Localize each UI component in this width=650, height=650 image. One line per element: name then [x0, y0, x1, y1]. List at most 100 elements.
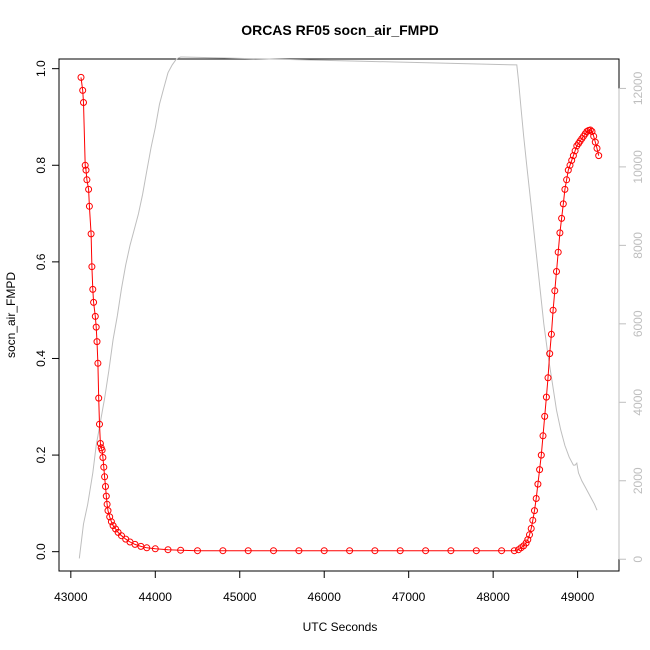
fmpd-point — [96, 440, 104, 447]
fmpd-point — [536, 466, 544, 474]
fmpd-point — [583, 128, 591, 135]
y2-tick-label: 4000 — [631, 389, 645, 416]
y2-tick-label: 10000 — [631, 150, 645, 184]
fmpd-point — [82, 166, 90, 174]
y2-axis: 0 2000 4000 6000 8000 10000 12000 — [618, 71, 645, 563]
fmpd-point — [93, 338, 101, 346]
fmpd-point — [90, 298, 98, 306]
fmpd-point — [79, 86, 87, 94]
fmpd-point — [529, 516, 537, 524]
fmpd-point — [100, 463, 108, 471]
fmpd-point — [531, 507, 538, 515]
fmpd-point — [593, 144, 601, 152]
fmpd-point — [89, 285, 97, 293]
fmpd-point — [558, 214, 566, 222]
fmpd-point — [472, 547, 480, 555]
chart-title: ORCAS RF05 socn_air_FMPD — [241, 22, 439, 38]
fmpd-point — [346, 547, 354, 555]
y2-tick-label: 2000 — [631, 467, 645, 494]
fmpd-point — [563, 176, 571, 184]
fmpd-point — [99, 454, 107, 461]
fmpd-point — [547, 330, 555, 338]
fmpd-point — [534, 480, 542, 488]
fmpd-point — [118, 532, 125, 540]
fmpd-point — [571, 147, 579, 155]
fmpd-point — [532, 495, 540, 502]
y2-tick-label: 12000 — [631, 71, 645, 105]
fmpd-point — [88, 263, 96, 271]
fmpd-point — [526, 531, 533, 539]
x-tick-label: 44000 — [139, 590, 173, 604]
y-tick-label: 0.6 — [34, 253, 48, 270]
fmpd-point — [586, 126, 594, 134]
fmpd-point — [568, 156, 576, 164]
fmpd-point — [554, 248, 562, 256]
fmpd-point — [510, 547, 518, 555]
y-tick-label: 1.0 — [34, 60, 48, 77]
x-tick-label: 49000 — [561, 590, 595, 604]
fmpd-point — [422, 547, 430, 555]
fmpd-point — [94, 359, 102, 367]
fmpd-point — [566, 161, 574, 169]
fmpd-point — [177, 546, 185, 554]
series-socn-air-fmpd — [77, 73, 603, 555]
fmpd-point — [371, 547, 379, 555]
y2-tick-label: 6000 — [631, 310, 645, 337]
fmpd-point — [87, 230, 95, 238]
fmpd-point — [524, 536, 532, 544]
fmpd-point — [104, 507, 112, 515]
fmpd-point — [553, 268, 560, 275]
fmpd-point — [143, 544, 151, 552]
fmpd-point — [96, 420, 103, 428]
fmpd-point — [320, 547, 328, 555]
fmpd-line — [80, 77, 600, 552]
x-tick-label: 47000 — [392, 590, 426, 604]
plot-frame — [58, 58, 620, 572]
fmpd-point — [541, 412, 549, 420]
x-tick-label: 43000 — [54, 590, 88, 604]
fmpd-point — [106, 513, 114, 521]
x-axis: 43000 44000 45000 46000 47000 48000 49000 — [54, 570, 595, 604]
fmpd-point — [591, 138, 599, 146]
fmpd-point — [102, 483, 109, 490]
fmpd-point — [595, 152, 603, 160]
fmpd-point — [396, 547, 404, 555]
fmpd-point — [101, 473, 109, 481]
fmpd-point — [544, 374, 552, 382]
fmpd-point — [95, 394, 103, 402]
fmpd-point — [549, 306, 557, 314]
fmpd-point — [527, 525, 535, 532]
fmpd-point — [80, 99, 87, 106]
fmpd-point — [98, 446, 106, 454]
y-axis: 0.0 0.2 0.4 0.6 0.8 1.0 — [34, 60, 60, 560]
fmpd-point — [295, 547, 303, 555]
fmpd-point — [447, 547, 455, 555]
fmpd-point — [569, 152, 577, 160]
fmpd-point — [131, 540, 139, 548]
fmpd-point — [102, 492, 110, 500]
fmpd-point — [91, 312, 99, 320]
fmpd-point — [539, 432, 547, 440]
fmpd-point — [85, 185, 93, 193]
fmpd-point — [564, 166, 572, 174]
fmpd-point — [561, 185, 569, 193]
y-tick-label: 0.0 — [34, 543, 48, 560]
fmpd-point — [194, 547, 201, 555]
x-tick-label: 45000 — [223, 590, 257, 604]
y-tick-label: 0.4 — [34, 350, 48, 367]
fmpd-point — [219, 547, 227, 555]
fmpd-point — [92, 323, 100, 331]
fmpd-point — [556, 229, 564, 237]
series-altitude — [78, 56, 598, 559]
fmpd-point — [85, 202, 93, 210]
y-tick-label: 0.8 — [34, 157, 48, 174]
fmpd-point — [83, 176, 91, 184]
fmpd-point — [537, 451, 545, 459]
y-tick-label: 0.2 — [34, 446, 48, 463]
y2-tick-label: 8000 — [631, 232, 645, 259]
y2-tick-label: 0 — [631, 556, 645, 563]
x-tick-label: 48000 — [476, 590, 510, 604]
fmpd-point — [546, 350, 554, 358]
fmpd-point — [542, 393, 550, 401]
fmpd-point — [244, 547, 252, 555]
